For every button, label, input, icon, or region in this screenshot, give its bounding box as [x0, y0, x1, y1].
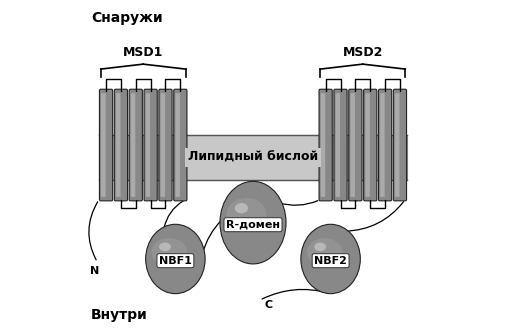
- Ellipse shape: [300, 224, 360, 294]
- FancyBboxPatch shape: [129, 89, 142, 201]
- Text: MSD2: MSD2: [342, 46, 382, 59]
- FancyBboxPatch shape: [348, 89, 361, 201]
- Text: Внутри: Внутри: [91, 308, 147, 322]
- Text: N: N: [89, 265, 98, 276]
- Text: C: C: [264, 300, 272, 310]
- Ellipse shape: [145, 224, 205, 294]
- FancyBboxPatch shape: [319, 89, 332, 201]
- FancyBboxPatch shape: [378, 89, 391, 201]
- FancyBboxPatch shape: [333, 89, 346, 201]
- FancyBboxPatch shape: [114, 89, 127, 201]
- Text: MSD1: MSD1: [123, 46, 163, 59]
- Ellipse shape: [306, 238, 342, 266]
- Text: NBF1: NBF1: [159, 256, 191, 266]
- FancyBboxPatch shape: [350, 93, 354, 197]
- Text: Снаружи: Снаружи: [91, 11, 163, 25]
- Text: NBF2: NBF2: [314, 256, 346, 266]
- Text: Липидный бислой: Липидный бислой: [187, 151, 318, 164]
- Ellipse shape: [234, 203, 247, 213]
- FancyBboxPatch shape: [335, 93, 339, 197]
- FancyBboxPatch shape: [392, 89, 406, 201]
- Ellipse shape: [152, 238, 187, 266]
- Ellipse shape: [220, 181, 285, 264]
- FancyBboxPatch shape: [379, 93, 384, 197]
- FancyBboxPatch shape: [99, 89, 113, 201]
- FancyBboxPatch shape: [131, 93, 135, 197]
- Ellipse shape: [314, 242, 326, 251]
- FancyBboxPatch shape: [394, 93, 398, 197]
- FancyBboxPatch shape: [116, 93, 120, 197]
- FancyBboxPatch shape: [173, 89, 186, 201]
- Ellipse shape: [226, 198, 266, 231]
- FancyBboxPatch shape: [99, 135, 406, 180]
- FancyBboxPatch shape: [101, 93, 106, 197]
- FancyBboxPatch shape: [145, 93, 150, 197]
- Ellipse shape: [159, 242, 171, 251]
- FancyBboxPatch shape: [363, 89, 376, 201]
- FancyBboxPatch shape: [320, 93, 325, 197]
- FancyBboxPatch shape: [144, 89, 157, 201]
- FancyBboxPatch shape: [159, 89, 172, 201]
- FancyBboxPatch shape: [160, 93, 165, 197]
- FancyBboxPatch shape: [175, 93, 180, 197]
- Text: R-домен: R-домен: [226, 220, 279, 230]
- FancyBboxPatch shape: [365, 93, 369, 197]
